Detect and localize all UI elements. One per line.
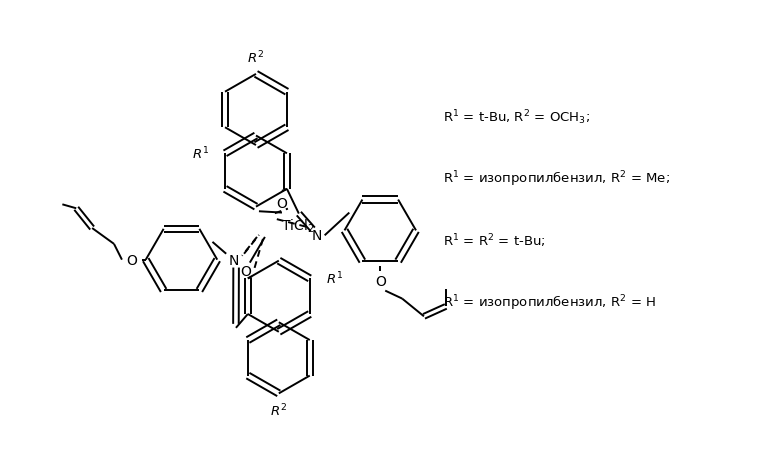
Text: R$^1$ = изопропилбензил, R$^2$ = H: R$^1$ = изопропилбензил, R$^2$ = H	[443, 293, 655, 312]
Text: TiCl$_2$: TiCl$_2$	[281, 217, 314, 234]
Text: R$^1$ = изопропилбензил, R$^2$ = Me;: R$^1$ = изопропилбензил, R$^2$ = Me;	[443, 169, 670, 188]
Text: $R^2$: $R^2$	[248, 50, 264, 66]
Text: O: O	[375, 274, 386, 288]
Text: N: N	[229, 253, 239, 267]
Text: O: O	[277, 196, 288, 210]
Text: $R^1$: $R^1$	[326, 270, 343, 287]
Text: O: O	[241, 264, 252, 278]
Text: N: N	[311, 229, 322, 243]
Text: O: O	[126, 253, 137, 267]
Text: R$^1$ = t-Bu, R$^2$ = OCH$_3$;: R$^1$ = t-Bu, R$^2$ = OCH$_3$;	[443, 108, 590, 126]
Text: R$^1$ = R$^2$ = t-Bu;: R$^1$ = R$^2$ = t-Bu;	[443, 232, 545, 250]
Text: $R^1$: $R^1$	[192, 146, 209, 162]
Text: $R^2$: $R^2$	[270, 402, 287, 419]
